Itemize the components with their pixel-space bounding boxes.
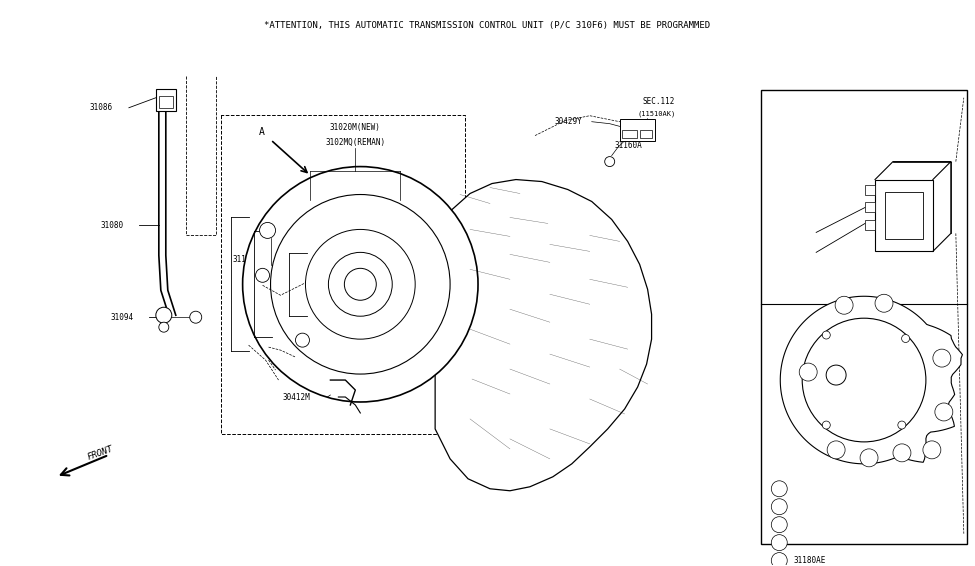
Text: SEC.112: SEC.112 — [643, 97, 675, 106]
Text: (PROGRAM: (PROGRAM — [766, 263, 800, 269]
Circle shape — [933, 349, 951, 367]
Circle shape — [836, 296, 853, 314]
Bar — [885, 191, 923, 239]
Circle shape — [898, 421, 906, 429]
Text: 31185B: 31185B — [833, 103, 860, 112]
Text: 31100B: 31100B — [233, 255, 260, 264]
Circle shape — [329, 252, 392, 316]
Text: C: C — [777, 522, 781, 527]
Circle shape — [243, 166, 478, 402]
Text: (11510AK): (11510AK) — [638, 110, 676, 117]
Text: C: C — [940, 355, 944, 361]
Circle shape — [190, 311, 202, 323]
Text: E: E — [900, 451, 904, 456]
Circle shape — [822, 421, 831, 429]
Text: 31180AC: 31180AC — [794, 520, 826, 529]
Text: 31086: 31086 — [89, 103, 112, 112]
Circle shape — [771, 499, 787, 514]
Bar — [865, 185, 875, 195]
Circle shape — [305, 229, 415, 339]
Bar — [875, 179, 933, 251]
Text: *ATTENTION, THIS AUTOMATIC TRANSMISSION CONTROL UNIT (P/C 310F6) MUST BE PROGRAM: *ATTENTION, THIS AUTOMATIC TRANSMISSION … — [264, 22, 710, 31]
Text: 31080: 31080 — [101, 221, 124, 230]
Polygon shape — [430, 179, 651, 491]
Circle shape — [923, 441, 941, 459]
Text: 31180AB: 31180AB — [794, 502, 826, 511]
Bar — [761, 90, 967, 543]
Text: B: B — [882, 301, 886, 306]
Bar — [620, 119, 654, 140]
Circle shape — [255, 268, 269, 282]
Circle shape — [259, 222, 276, 238]
Bar — [622, 130, 637, 138]
Text: 31094: 31094 — [111, 312, 135, 321]
Circle shape — [802, 318, 926, 442]
Circle shape — [771, 481, 787, 497]
Text: D: D — [942, 409, 946, 414]
Bar — [865, 203, 875, 212]
Text: 31180AA: 31180AA — [794, 484, 826, 494]
Text: E: E — [777, 558, 781, 563]
Text: VIEW "A": VIEW "A" — [767, 315, 807, 324]
Text: DATA): DATA) — [766, 275, 788, 281]
Text: *310F6: *310F6 — [766, 228, 794, 237]
Text: A: A — [806, 370, 810, 375]
Text: E: E — [867, 456, 871, 460]
Circle shape — [771, 535, 787, 551]
Text: 31180AE: 31180AE — [794, 556, 826, 565]
Circle shape — [156, 307, 172, 323]
Text: R31000DT: R31000DT — [842, 535, 896, 544]
Circle shape — [935, 403, 953, 421]
Text: A: A — [258, 127, 264, 136]
Text: E: E — [835, 447, 838, 452]
Text: 30429Y: 30429Y — [555, 117, 583, 126]
Text: A: A — [777, 486, 781, 491]
Text: 31183A: 31183A — [306, 353, 334, 362]
Circle shape — [822, 331, 831, 339]
Bar — [159, 96, 173, 108]
Circle shape — [860, 449, 878, 467]
Text: *31039: *31039 — [766, 248, 794, 257]
Circle shape — [270, 195, 450, 374]
Text: 31020M(NEW): 31020M(NEW) — [330, 123, 381, 132]
Text: D: D — [777, 540, 781, 545]
Circle shape — [159, 322, 169, 332]
Text: 31180AD: 31180AD — [794, 538, 826, 547]
Text: 31183A: 31183A — [266, 291, 294, 300]
Circle shape — [902, 335, 910, 342]
Circle shape — [771, 517, 787, 533]
Bar — [156, 89, 176, 111]
Text: 3102MQ(REMAN): 3102MQ(REMAN) — [326, 138, 385, 147]
Circle shape — [826, 365, 846, 385]
Polygon shape — [780, 296, 962, 464]
Circle shape — [295, 333, 309, 347]
Text: B: B — [842, 303, 846, 308]
Bar — [865, 220, 875, 230]
Circle shape — [344, 268, 376, 300]
Text: B: B — [777, 504, 781, 509]
Circle shape — [604, 157, 614, 166]
Circle shape — [893, 444, 911, 462]
Text: E: E — [930, 447, 934, 452]
Text: 31160A: 31160A — [614, 141, 643, 150]
Circle shape — [800, 363, 817, 381]
Circle shape — [875, 294, 893, 312]
Bar — [640, 130, 651, 138]
Text: 30412M: 30412M — [283, 392, 310, 401]
Circle shape — [771, 552, 787, 566]
Text: FRONT: FRONT — [86, 444, 114, 462]
Circle shape — [827, 441, 845, 459]
